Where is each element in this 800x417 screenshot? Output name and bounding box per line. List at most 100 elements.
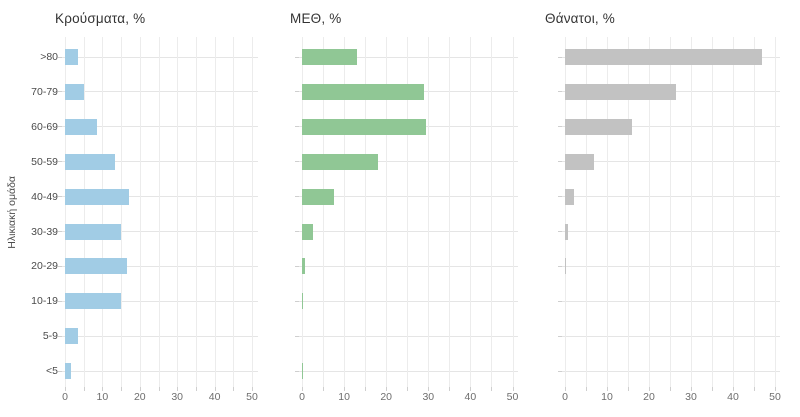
x-tick-mark	[177, 387, 179, 391]
gridline-vertical	[649, 37, 650, 387]
gridline-horizontal	[562, 370, 780, 372]
gridline-horizontal	[562, 335, 780, 337]
gridline-horizontal	[299, 300, 518, 302]
x-tick-mark	[775, 387, 776, 391]
x-tick-label: 30	[422, 391, 435, 403]
gridline-vertical	[83, 37, 85, 387]
gridline-horizontal	[299, 56, 518, 58]
x-tick-mark	[252, 387, 253, 391]
gridline-horizontal	[299, 196, 518, 198]
y-tick-mark	[58, 335, 62, 337]
gridline-vertical	[775, 37, 776, 387]
gridline-horizontal	[562, 300, 780, 302]
y-tick-mark	[558, 370, 562, 372]
bar	[565, 188, 575, 205]
x-tick-mark	[83, 387, 85, 391]
x-tick-mark	[649, 387, 650, 391]
y-tick-mark	[558, 300, 562, 302]
x-tick-mark	[344, 387, 346, 391]
x-tick-label: 40	[727, 391, 739, 403]
x-tick-mark	[670, 387, 671, 391]
gridline-vertical	[607, 37, 608, 387]
bar	[565, 153, 595, 170]
y-tick-mark	[558, 56, 562, 58]
x-tick-label: 0	[62, 391, 68, 403]
gridline-vertical	[65, 37, 66, 387]
x-tick-mark	[214, 387, 216, 391]
y-tick-mark	[558, 196, 562, 198]
bar	[65, 118, 97, 135]
x-tick-label: 0	[562, 391, 568, 403]
bar	[65, 258, 127, 275]
bar	[565, 83, 677, 100]
gridline-horizontal	[62, 370, 258, 372]
x-tick-mark	[121, 387, 123, 391]
y-tick-label: 50-59	[31, 155, 58, 168]
gridline-horizontal	[562, 231, 780, 232]
y-tick-mark	[58, 300, 62, 302]
bar	[65, 223, 122, 240]
y-tick-mark	[295, 265, 299, 267]
y-tick-mark	[58, 196, 62, 198]
y-tick-mark	[58, 231, 62, 232]
x-tick-label: 50	[246, 391, 258, 403]
gridline-vertical	[214, 37, 216, 387]
gridline-vertical	[302, 37, 303, 387]
gridline-horizontal	[62, 265, 258, 267]
y-tick-label: 60-69	[31, 120, 58, 133]
x-tick-mark	[607, 387, 608, 391]
gridline-vertical	[102, 37, 104, 387]
gridline-vertical	[628, 37, 629, 387]
y-tick-mark	[58, 56, 62, 58]
bar	[302, 49, 357, 65]
bar	[302, 153, 378, 170]
plot-area-icu: 0 10 20 30 40 50	[295, 37, 518, 403]
x-tick-mark	[323, 387, 325, 391]
y-tick-mark	[295, 300, 299, 302]
x-tick-mark	[407, 387, 409, 391]
y-tick-label: <5	[46, 365, 58, 378]
y-tick-label: 5-9	[42, 330, 58, 343]
x-tick-label: 40	[464, 391, 477, 403]
bar	[302, 188, 334, 205]
bar	[65, 49, 79, 65]
x-tick-mark	[733, 387, 734, 391]
y-tick-mark	[558, 91, 562, 93]
y-tick-mark	[295, 231, 299, 232]
gridline-horizontal	[62, 91, 258, 93]
gridline-vertical	[233, 37, 235, 387]
gridline-horizontal	[299, 370, 518, 372]
y-tick-mark	[295, 56, 299, 58]
gridline-vertical	[158, 37, 160, 387]
y-tick-mark	[558, 231, 562, 232]
y-tick-label: 40-49	[31, 190, 58, 203]
gridline-vertical	[691, 37, 692, 387]
bar	[302, 363, 303, 380]
y-tick-mark	[295, 370, 299, 372]
gridline-vertical	[139, 37, 141, 387]
gridline-vertical	[712, 37, 713, 387]
y-tick-mark	[295, 161, 299, 163]
gridline-vertical	[449, 37, 451, 387]
chart-title-deaths: Θάνατοι, %	[545, 11, 616, 26]
bar	[65, 328, 79, 345]
gridline-horizontal	[62, 161, 258, 163]
y-tick-mark	[58, 161, 62, 163]
x-tick-label: 20	[380, 391, 393, 403]
gridline-horizontal	[62, 56, 258, 58]
x-tick-mark	[691, 387, 692, 391]
y-tick-label: >80	[40, 51, 58, 63]
bar	[565, 118, 633, 135]
gridline-horizontal	[562, 161, 780, 163]
gridline-vertical	[344, 37, 346, 387]
gridline-horizontal	[62, 231, 258, 232]
x-tick-mark	[628, 387, 629, 391]
x-tick-mark	[302, 387, 303, 391]
x-tick-mark	[491, 387, 493, 391]
x-tick-mark	[233, 387, 235, 391]
bar	[65, 188, 129, 205]
y-tick-mark	[58, 126, 62, 128]
y-tick-mark	[558, 161, 562, 163]
gridline-horizontal	[62, 126, 258, 128]
